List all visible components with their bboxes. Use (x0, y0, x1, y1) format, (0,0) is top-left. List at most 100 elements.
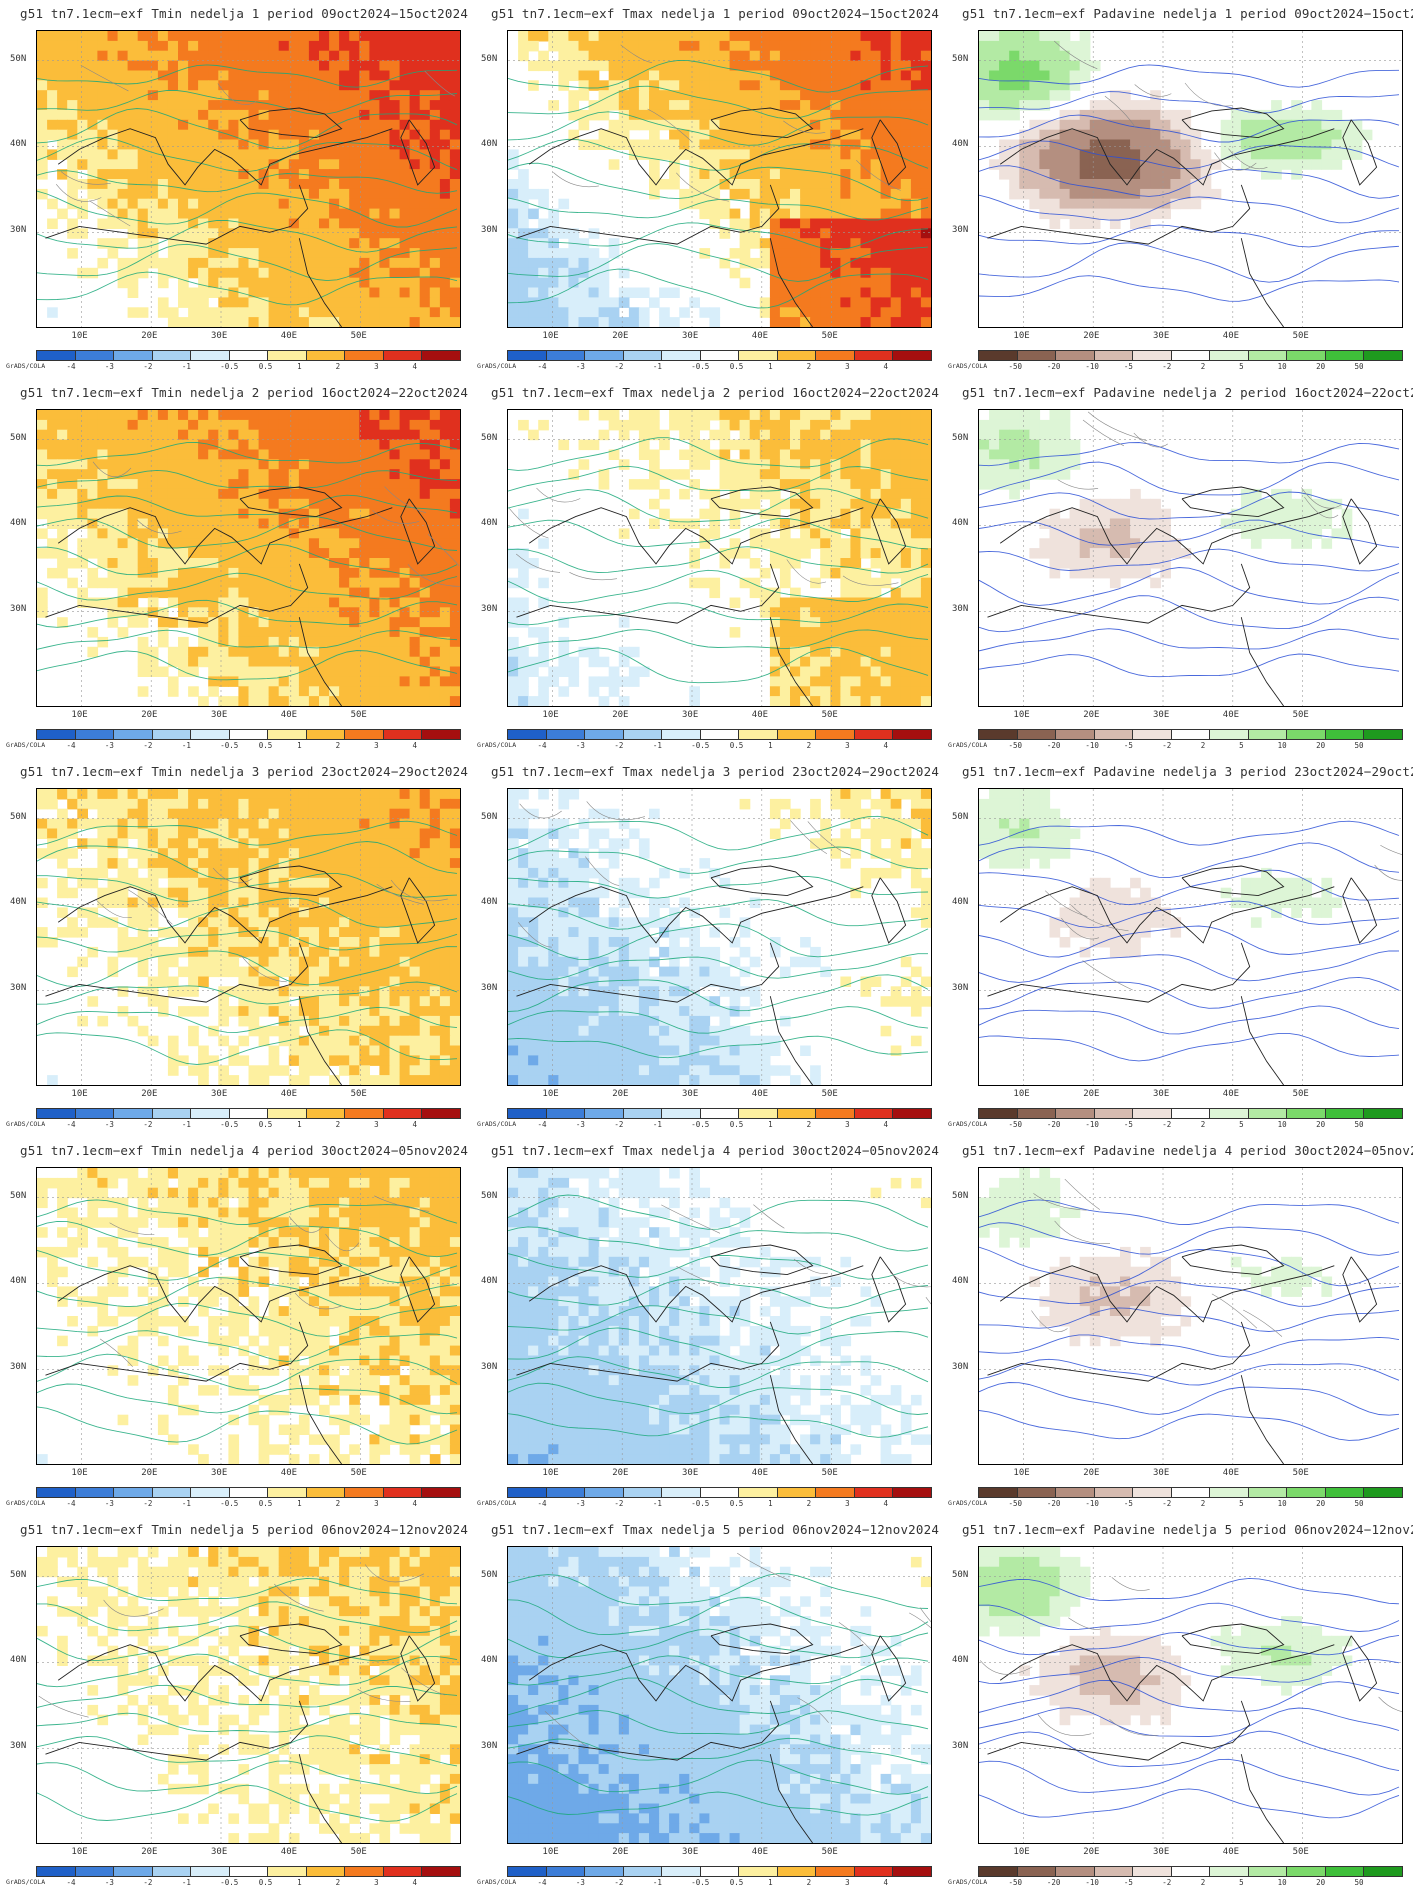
colorbar-swatch (1210, 351, 1249, 360)
country-border (274, 1583, 324, 1612)
panel-title: g51 tn7.1ecm−exf Padavine nedelja 5 peri… (962, 1522, 1413, 1537)
colorbar-swatch (623, 1109, 663, 1118)
coastline (1240, 617, 1284, 706)
colorbar-tick-label: -4 (537, 362, 547, 371)
colorbar-tick-label: 0.5 (729, 1878, 744, 1887)
country-border (783, 120, 826, 134)
contour-line (37, 599, 458, 628)
country-border (1378, 1696, 1402, 1712)
latitude-label: 30N (952, 1362, 969, 1373)
longitude-label: 30E (211, 710, 228, 720)
map-panel-tmin-week-2: g51 tn7.1ecm−exf Tmin nedelja 2 period 1… (0, 379, 471, 758)
colorbar-swatch (1056, 1109, 1095, 1118)
latitude-label: 30N (10, 1741, 27, 1752)
contour-line (37, 1303, 458, 1337)
contour-line (37, 108, 458, 150)
contour-line (979, 1032, 1400, 1062)
coastline (769, 617, 813, 706)
country-border (519, 803, 562, 819)
colorbar-swatch (1056, 1867, 1095, 1876)
colorbar-tick-label: 1 (768, 1120, 773, 1129)
contour-line (508, 1327, 929, 1365)
contour-line (37, 650, 458, 681)
colorbar-swatch (229, 730, 269, 739)
colorbar-tick-label: -4 (66, 362, 76, 371)
contour-line (37, 1330, 458, 1362)
contour-line (979, 491, 1400, 520)
anomaly-field (979, 31, 1402, 327)
contour-line (979, 242, 1400, 283)
contour-line (979, 1222, 1400, 1256)
latitude-label: 40N (10, 1655, 27, 1666)
temperature-colorbar (507, 350, 932, 361)
latitude-label: 50N (10, 432, 27, 443)
longitude-label: 10E (1013, 1089, 1030, 1099)
anomaly-field (37, 1547, 460, 1843)
country-border (103, 1599, 164, 1617)
temperature-colorbar (36, 1108, 461, 1119)
coastline (516, 1700, 780, 1761)
latitude-label: 40N (10, 139, 27, 150)
contour-line (37, 981, 458, 1005)
contour-line (979, 114, 1400, 143)
country-border (1184, 82, 1233, 107)
colorbar-swatch (546, 1109, 586, 1118)
colorbar-swatch (306, 1867, 346, 1876)
colorbar-tick-label: 50 (1354, 1120, 1364, 1129)
contour-line (508, 1356, 929, 1388)
colorbar-swatch (114, 1488, 153, 1497)
colorbar-swatch (854, 1109, 894, 1118)
map-panel-tmax-week-4: g51 tn7.1ecm−exf Tmax nedelja 4 period 3… (471, 1137, 942, 1516)
latitude-label: 30N (10, 604, 27, 615)
coastline (1181, 1244, 1285, 1276)
colorbar-tick-label: -20 (1046, 362, 1061, 371)
panel-title: g51 tn7.1ecm−exf Tmin nedelja 3 period 2… (20, 764, 469, 779)
colorbar-tick-label: 3 (845, 1499, 850, 1508)
panel-title: g51 tn7.1ecm−exf Padavine nedelja 2 peri… (962, 385, 1413, 400)
country-border (797, 1697, 829, 1723)
contour-line (508, 1709, 929, 1735)
country-border (374, 1195, 430, 1212)
colorbar-tick-label: -5 (1123, 1120, 1133, 1129)
country-border (1054, 1220, 1111, 1244)
latitude-label: 30N (952, 983, 969, 994)
longitude-label: 10E (71, 1847, 88, 1857)
colorbar-swatch (1133, 1488, 1172, 1497)
map-panel-tmin-week-5: g51 tn7.1ecm−exf Tmin nedelja 5 period 0… (0, 1516, 471, 1895)
coastline (769, 238, 813, 327)
coastline (1342, 498, 1378, 565)
colorbar-swatch (893, 730, 932, 739)
longitude-label: 40E (280, 710, 298, 720)
contour-line (37, 1220, 458, 1258)
colorbar-tick-label: 2 (1200, 1499, 1206, 1508)
colorbar-swatch (114, 351, 153, 360)
coastline (769, 1754, 813, 1843)
contour-line (508, 162, 929, 202)
contour-line (37, 1735, 458, 1767)
longitude-label: 20E (1083, 1468, 1100, 1478)
contour-line (508, 1791, 929, 1816)
colorbar-swatch (739, 730, 778, 739)
map-area (36, 788, 461, 1086)
colorbar-swatch (623, 1867, 663, 1876)
coastline (45, 563, 309, 624)
colorbar-tick-label: 2 (335, 362, 341, 371)
coastline (528, 1265, 864, 1323)
latitude-label: 40N (952, 1655, 969, 1666)
country-border (60, 171, 111, 185)
longitude-label: 50E (1292, 1847, 1309, 1857)
country-border (1064, 1178, 1100, 1210)
coastline (516, 1321, 780, 1382)
longitude-label: 50E (350, 1089, 367, 1099)
coastline (999, 128, 1335, 186)
contour-line (979, 519, 1400, 548)
colorbar-tick-label: 0.5 (729, 1120, 744, 1129)
colorbar-swatch (191, 1867, 230, 1876)
temperature-colorbar (36, 1866, 461, 1877)
colorbar-swatch (1210, 730, 1249, 739)
colorbar-tick-label: -5 (1123, 362, 1133, 371)
colorbar-swatch (1171, 1867, 1211, 1876)
latitude-label: 40N (481, 1655, 498, 1666)
country-border (1031, 1310, 1068, 1333)
colorbar-swatch (191, 1488, 230, 1497)
